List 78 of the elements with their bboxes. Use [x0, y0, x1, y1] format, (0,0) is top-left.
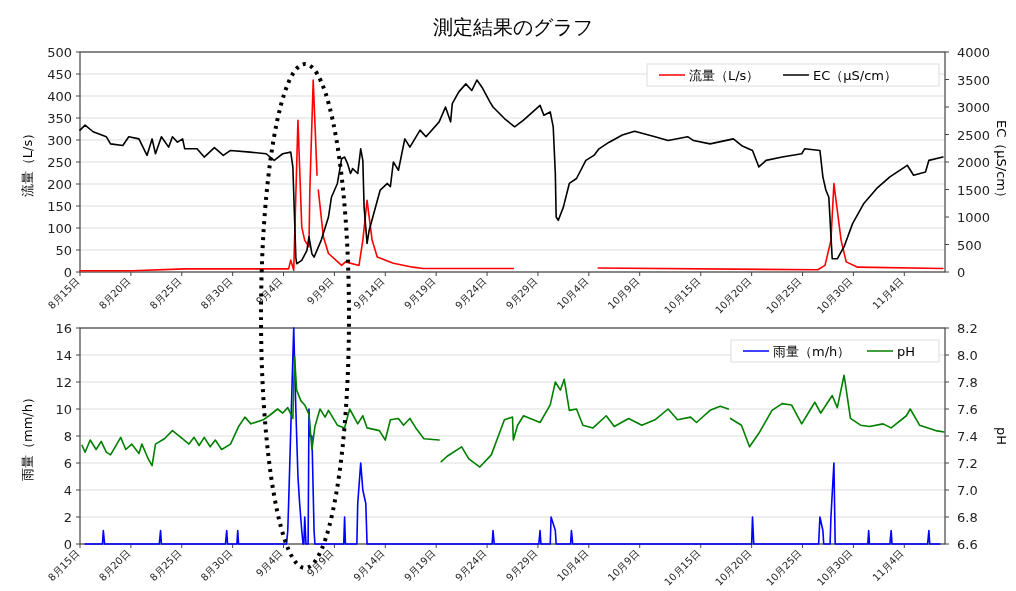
y2-tick-label: 7.8	[957, 375, 978, 390]
x-tick-label: 10月15日	[662, 275, 703, 316]
y-axis-title: 流量（L/s）	[20, 126, 35, 198]
y2-tick-label: 6.6	[957, 537, 978, 552]
y-tick-label: 400	[47, 89, 72, 104]
x-tick-label: 8月25日	[147, 547, 184, 584]
x-tick-label: 8月20日	[96, 275, 133, 312]
y-tick-label: 450	[47, 67, 72, 82]
y2-tick-label: 7.4	[957, 429, 978, 444]
y2-tick-label: 6.8	[957, 510, 978, 525]
y-tick-label: 16	[55, 321, 72, 336]
y2-tick-label: 3500	[957, 72, 991, 88]
x-tick-label: 10月30日	[814, 547, 855, 588]
legend-label: pH	[897, 344, 916, 359]
y-tick-label: 500	[47, 45, 72, 60]
y-tick-label: 4	[63, 483, 72, 498]
legend-label: EC（μS/cm）	[813, 68, 898, 83]
x-tick-label: 8月30日	[198, 275, 235, 312]
x-tick-label: 9月19日	[402, 275, 438, 312]
y2-tick-label: 8.0	[957, 348, 978, 363]
x-tick-label: 9月9日	[304, 547, 336, 579]
y-tick-label: 6	[63, 456, 72, 471]
x-tick-label: 10月9日	[605, 547, 642, 584]
y-tick-label: 0	[63, 537, 72, 552]
legend-label: 雨量（m/h）	[773, 344, 851, 359]
x-tick-label: 9月24日	[453, 547, 489, 584]
x-tick-label: 9月14日	[351, 275, 387, 312]
x-tick-label: 9月19日	[402, 547, 438, 584]
legend-label: 流量（L/s）	[689, 68, 760, 83]
y2-tick-label: 1500	[957, 182, 991, 198]
x-tick-label: 10月9日	[605, 275, 642, 312]
y-tick-label: 150	[47, 199, 72, 214]
x-tick-label: 9月29日	[503, 547, 540, 584]
x-tick-label: 10月25日	[764, 275, 804, 316]
x-tick-label: 9月4日	[254, 547, 285, 579]
y-tick-label: 100	[47, 221, 72, 236]
y2-tick-label: 7.0	[957, 483, 978, 498]
x-tick-label: 10月20日	[713, 547, 754, 588]
x-tick-label: 8月20日	[96, 547, 133, 584]
x-tick-label: 9月29日	[503, 275, 540, 312]
y-tick-label: 10	[55, 402, 72, 417]
y2-tick-label: 1000	[957, 210, 991, 225]
y-axis-title: 雨量（mm/h）	[20, 391, 35, 481]
x-tick-label: 9月24日	[453, 275, 489, 312]
y-tick-label: 250	[47, 155, 72, 170]
y-tick-label: 12	[55, 375, 72, 390]
x-tick-label: 11月4日	[870, 547, 906, 584]
y-tick-label: 0	[63, 265, 72, 280]
x-tick-label: 10月25日	[764, 547, 804, 588]
x-tick-label: 9月14日	[351, 547, 387, 584]
x-tick-label: 11月4日	[870, 275, 906, 312]
y-tick-label: 8	[63, 429, 72, 444]
x-tick-label: 9月9日	[304, 275, 336, 307]
y2-tick-label: 0	[957, 265, 966, 280]
y2-axis-title: pH	[994, 426, 1009, 446]
y2-tick-label: 3000	[957, 100, 991, 115]
x-tick-label: 8月25日	[147, 275, 184, 312]
y2-axis-title: EC（μS/cm）	[994, 119, 1009, 205]
y-tick-label: 2	[63, 510, 72, 525]
y2-tick-label: 7.6	[957, 402, 978, 417]
x-tick-label: 10月4日	[554, 275, 591, 312]
y2-tick-label: 2000	[957, 155, 991, 170]
y-tick-label: 14	[55, 348, 72, 363]
y-tick-label: 300	[47, 133, 72, 148]
y2-tick-label: 500	[957, 237, 982, 253]
x-tick-label: 10月15日	[662, 547, 703, 588]
y-tick-label: 50	[55, 243, 72, 258]
chart-title: 測定結果のグラフ	[432, 15, 593, 39]
x-tick-label: 10月4日	[554, 547, 591, 584]
x-tick-label: 8月30日	[198, 547, 235, 584]
x-tick-label: 10月20日	[713, 275, 754, 316]
y-tick-label: 200	[47, 177, 72, 192]
y2-tick-label: 4000	[957, 45, 991, 60]
x-tick-label: 10月30日	[814, 275, 855, 316]
y-tick-label: 350	[47, 111, 72, 126]
y2-tick-label: 2500	[957, 127, 991, 143]
y2-tick-label: 7.2	[957, 456, 978, 471]
y2-tick-label: 8.2	[957, 321, 978, 336]
